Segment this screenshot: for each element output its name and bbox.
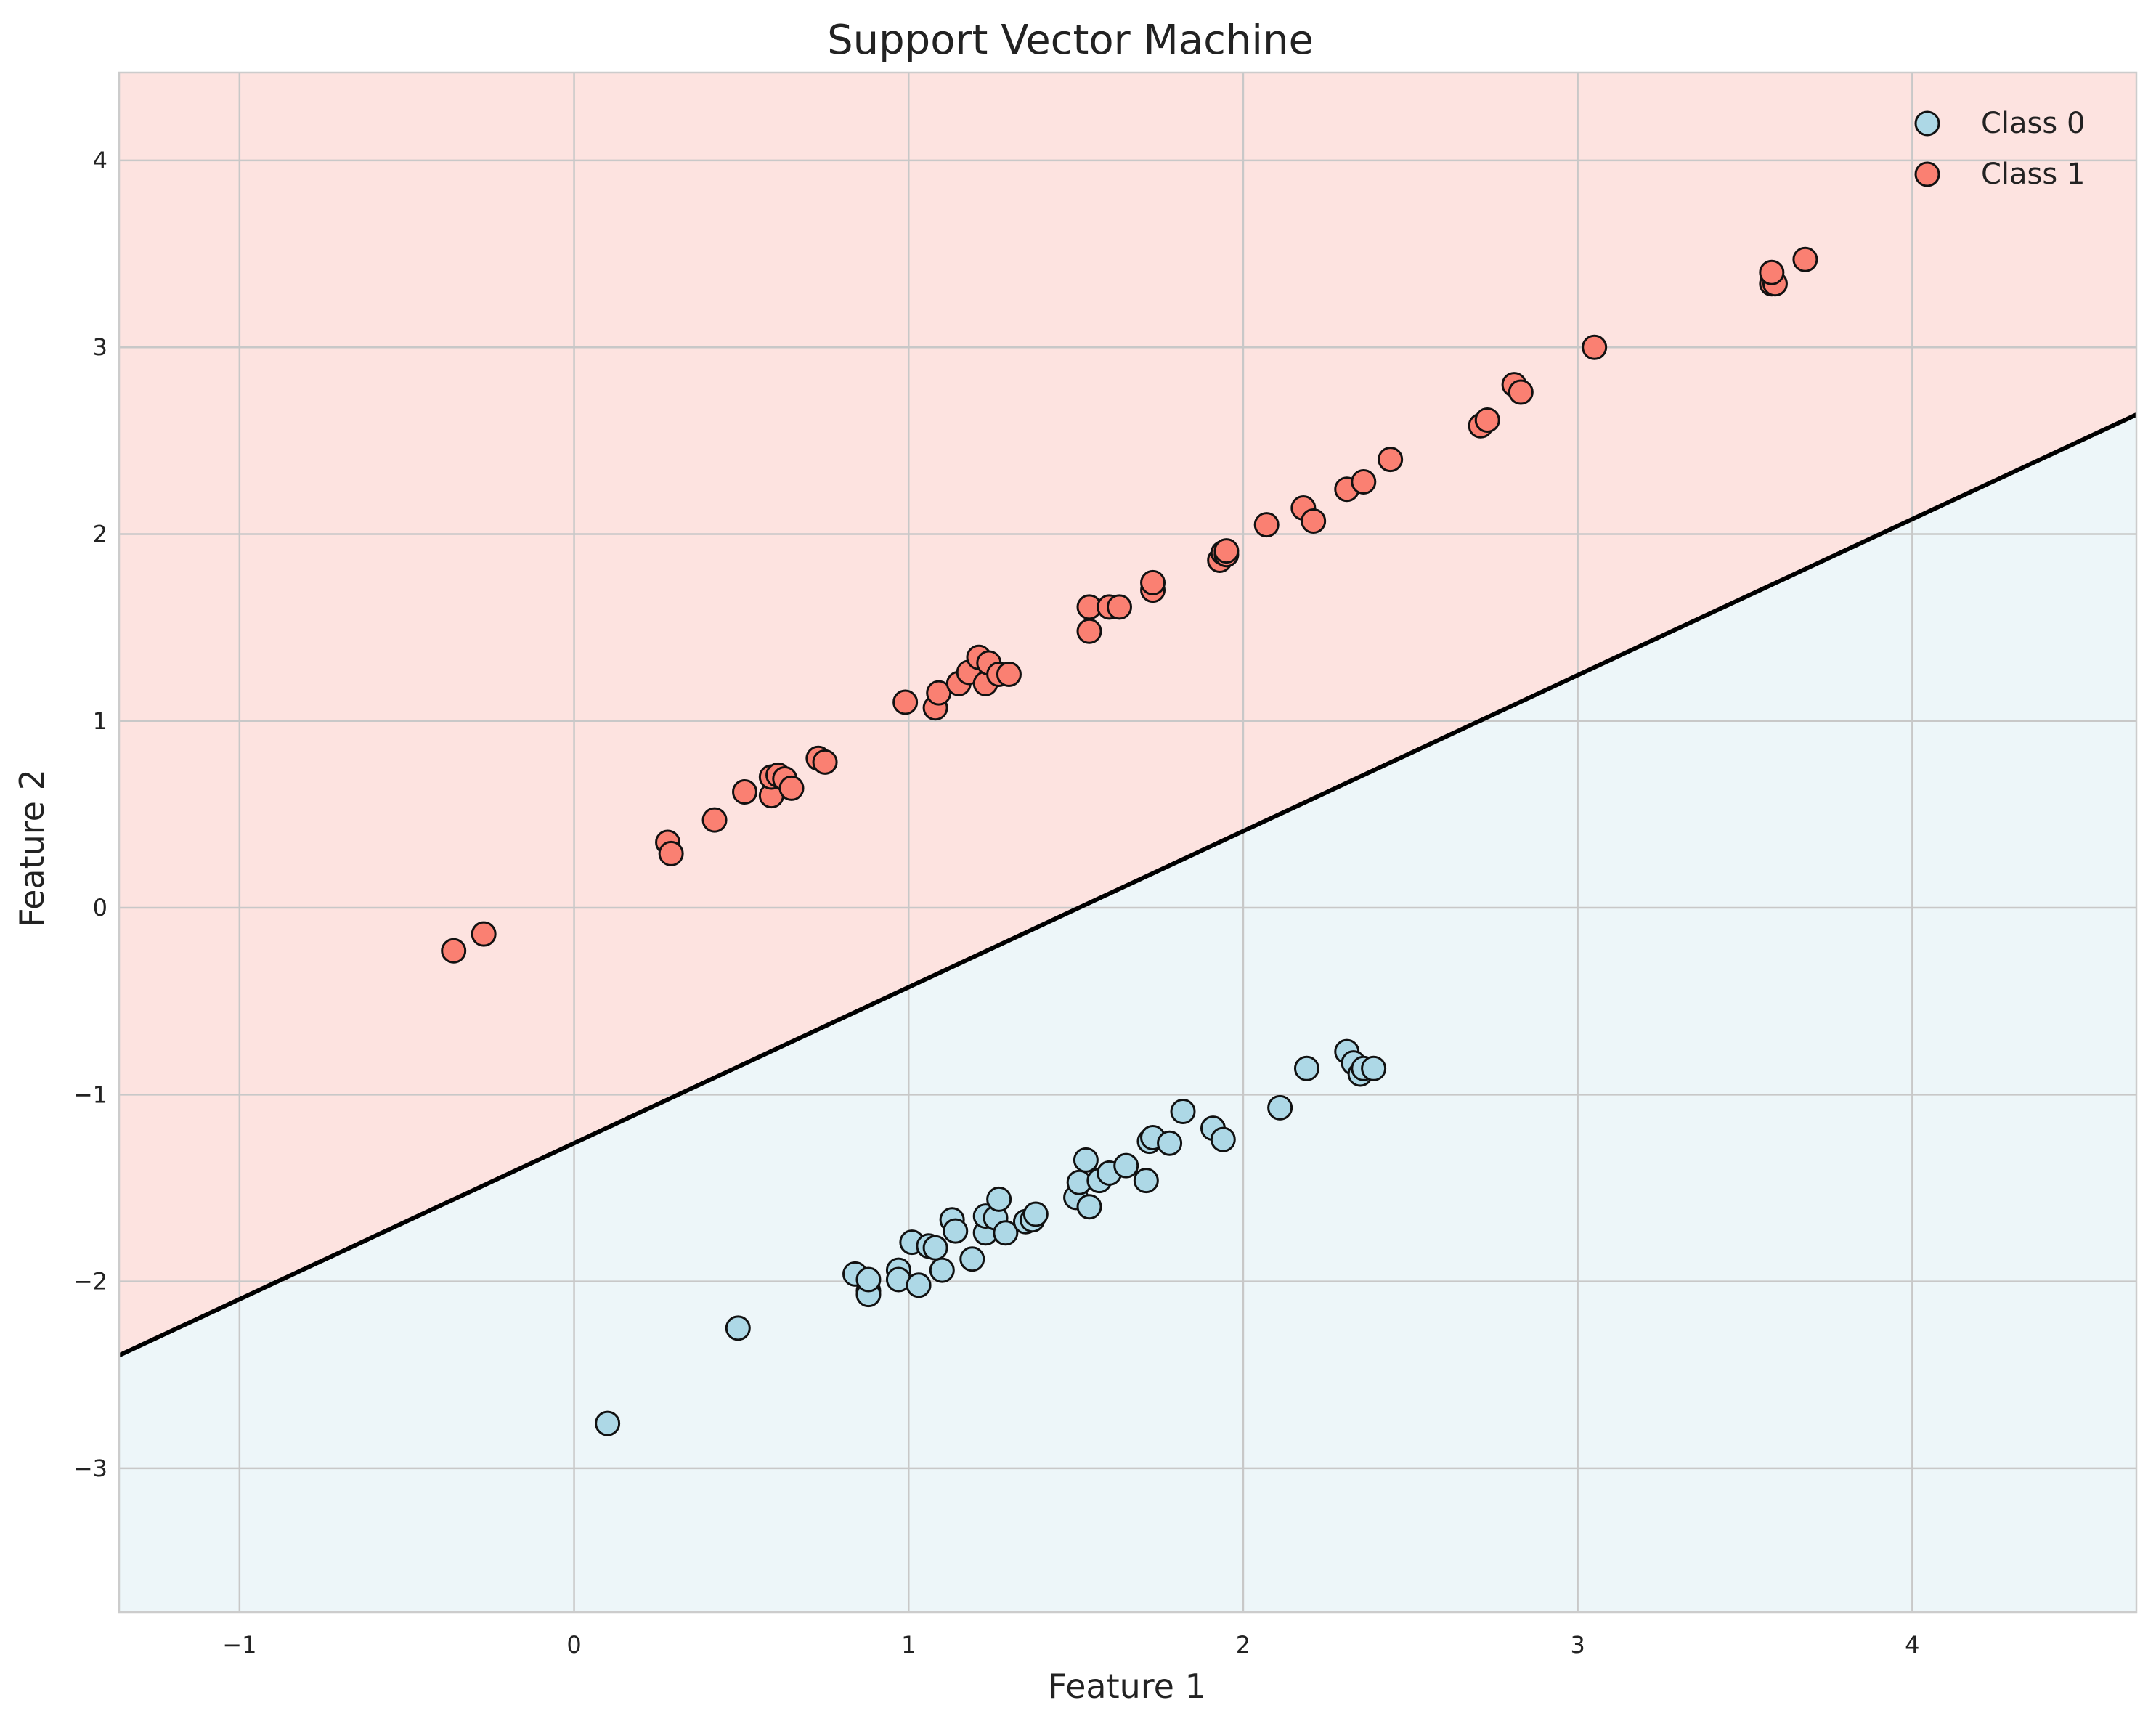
- y-tick-label: 3: [93, 333, 107, 361]
- x-axis-label: Feature 1: [1048, 1667, 1206, 1706]
- data-point-class-1: [732, 779, 758, 805]
- data-point-class-1: [778, 775, 805, 801]
- data-point-class-0: [1293, 1055, 1319, 1081]
- legend-item-class-1: Class 1: [1914, 158, 2085, 191]
- data-point-class-1: [1076, 618, 1102, 644]
- grid: [119, 73, 2136, 1612]
- y-tick-label: 2: [93, 520, 107, 548]
- data-point-class-0: [959, 1246, 985, 1272]
- decision-regions: [119, 73, 2136, 1612]
- decision-boundary-line: [119, 412, 2136, 1358]
- data-point-class-1: [1792, 246, 1818, 272]
- data-point-class-1: [1508, 379, 1534, 405]
- data-point-class-1: [1213, 538, 1240, 564]
- x-tick-label: 4: [1905, 1631, 1919, 1659]
- data-point-class-0: [1157, 1130, 1183, 1156]
- data-point-class-0: [725, 1315, 751, 1341]
- x-tick-label: 3: [1570, 1631, 1585, 1659]
- data-point-class-1: [996, 661, 1022, 687]
- region-class-0: [119, 414, 2136, 1612]
- data-point-class-0: [922, 1235, 948, 1261]
- data-point-class-1: [701, 807, 728, 833]
- x-tick-label: 1: [901, 1631, 916, 1659]
- data-point-class-1: [1301, 508, 1327, 534]
- y-tick-label: 0: [93, 894, 107, 922]
- data-point-class-0: [855, 1266, 882, 1293]
- data-point-class-1: [1378, 447, 1404, 473]
- data-point-class-0: [906, 1272, 932, 1298]
- data-point-class-1: [1759, 259, 1785, 285]
- data-point-class-1: [892, 689, 919, 715]
- y-tick-label: 1: [93, 707, 107, 735]
- x-tick-labels: −1 0 1 2 3 4: [222, 1631, 1919, 1659]
- y-tick-labels: −3 −2 −1 0 1 2 3 4: [73, 147, 107, 1482]
- data-point-class-0: [1170, 1098, 1196, 1124]
- data-point-class-1: [441, 938, 467, 964]
- data-point-class-0: [993, 1220, 1019, 1246]
- plot-frame: [118, 71, 2138, 1614]
- data-point-class-0: [1361, 1055, 1387, 1081]
- legend-marker: [1914, 110, 1940, 137]
- data-point-class-1: [1106, 594, 1132, 620]
- y-tick-label: −2: [73, 1268, 107, 1296]
- x-tick-label: −1: [222, 1631, 256, 1659]
- legend-label: Class 1: [1981, 158, 2085, 191]
- data-point-class-0: [943, 1218, 969, 1244]
- chart-title: Support Vector Machine: [827, 17, 1314, 64]
- data-point-class-1: [1582, 334, 1608, 360]
- legend-marker: [1914, 161, 1940, 187]
- data-point-class-0: [1022, 1201, 1049, 1227]
- data-points: [441, 246, 1818, 1436]
- data-point-class-1: [1474, 407, 1500, 434]
- legend-item-class-0: Class 0: [1914, 107, 2085, 140]
- data-point-class-0: [929, 1257, 955, 1283]
- region-class-1: [119, 73, 2136, 1356]
- data-point-class-1: [812, 749, 838, 775]
- data-point-class-1: [1140, 569, 1166, 595]
- data-point-class-0: [1076, 1194, 1102, 1220]
- legend: Class 0 Class 1: [1914, 107, 2085, 191]
- y-tick-label: −1: [73, 1081, 107, 1108]
- data-point-class-0: [1073, 1147, 1099, 1173]
- data-point-class-0: [1267, 1094, 1293, 1121]
- data-point-class-0: [1210, 1126, 1236, 1152]
- y-tick-label: −3: [73, 1455, 107, 1482]
- data-point-class-0: [986, 1186, 1012, 1212]
- data-point-class-1: [658, 840, 684, 866]
- data-point-class-1: [471, 921, 497, 947]
- x-tick-label: 0: [566, 1631, 581, 1659]
- x-tick-label: 2: [1236, 1631, 1250, 1659]
- data-point-class-1: [1253, 512, 1280, 538]
- decision-boundary-layer: [119, 412, 2136, 1358]
- y-axis-label: Feature 2: [12, 769, 52, 927]
- data-point-class-0: [1133, 1168, 1159, 1194]
- legend-label: Class 0: [1981, 107, 2085, 140]
- data-point-class-0: [1113, 1152, 1139, 1179]
- data-point-class-1: [1351, 468, 1377, 495]
- data-point-class-0: [595, 1410, 621, 1436]
- y-tick-label: 4: [93, 147, 107, 174]
